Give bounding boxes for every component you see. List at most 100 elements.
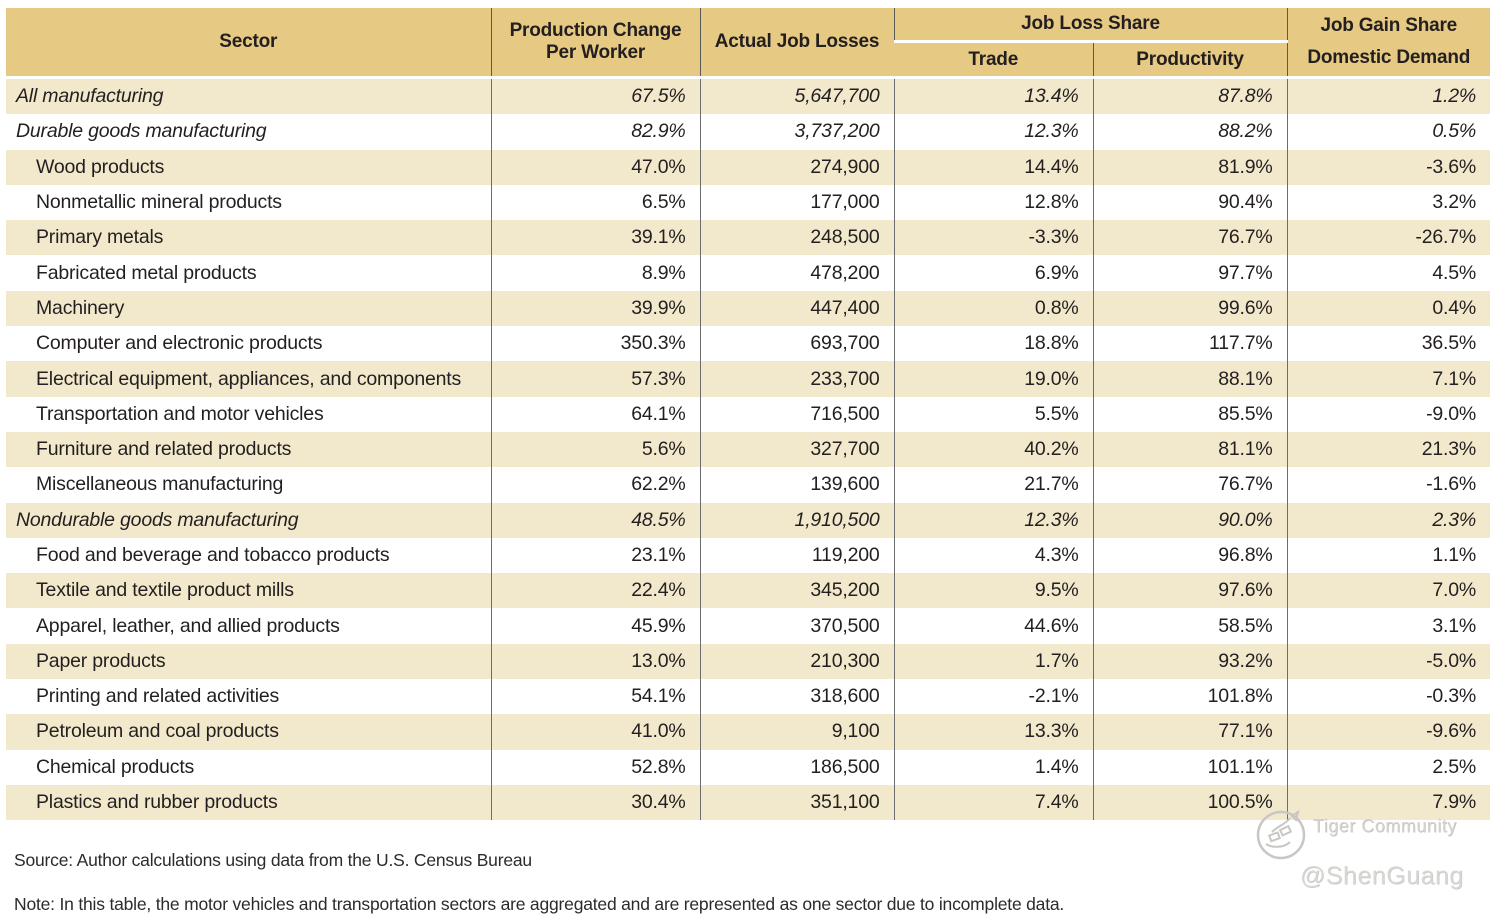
table-row: Paper products 13.0% 210,300 1.7% 93.2% -5.0% [6,643,1491,680]
cell-sector: Nonmetallic mineral products [6,184,491,221]
cell-trade: -2.1% [893,679,1093,715]
table-row: Petroleum and coal products 41.0% 9,100 13.… [6,714,1491,750]
cell-job-losses: 119,200 [699,537,894,574]
cell-trade: 12.8% [893,184,1093,221]
column-header-sector-label: Sector [219,31,278,52]
table-row: Nonmetallic mineral products 6.5% 177,000 1… [6,184,1491,221]
cell-productivity: 90.4% [1092,184,1288,221]
cell-production-change: 57.3% [490,361,700,397]
table-body: All manufacturing 67.5% 5,647,700 13.4% 87.8… [6,77,1491,821]
cell-domestic-demand: 1.2% [1286,77,1491,115]
cell-job-losses: 716,500 [699,396,894,432]
cell-sector: All manufacturing [6,77,491,115]
cell-production-change: 62.2% [490,467,700,503]
cell-trade: 7.4% [893,784,1093,821]
cell-trade: 21.7% [893,467,1093,503]
cell-production-change: 54.1% [490,679,700,715]
cell-job-losses: 327,700 [699,431,894,468]
column-header-job-loss-share: Job Loss Share [893,8,1288,43]
cell-sector: Computer and electronic products [6,326,491,362]
cell-trade: 1.4% [893,749,1093,785]
table-row: Textile and textile product mills 22.4% 34… [6,573,1491,609]
table-row: Nondurable goods manufacturing 48.5% 1,910… [6,502,1491,538]
column-header-sector: Sector [6,8,491,79]
cell-job-losses: 345,200 [699,573,894,609]
cell-trade: 1.7% [893,643,1093,680]
column-header-production-line2: Per Worker [545,42,646,63]
cell-productivity: 81.1% [1092,431,1288,468]
column-header-domestic-demand-label: Domestic Demand [1307,47,1471,68]
cell-trade: 6.9% [893,255,1093,291]
column-header-job-gain-share: Job Gain Share Domestic Demand [1286,8,1491,79]
cell-productivity: 76.7% [1092,220,1288,256]
cell-production-change: 5.6% [490,431,700,468]
cell-sector: Apparel, leather, and allied products [6,608,491,644]
cell-trade: 18.8% [893,326,1093,362]
cell-sector: Nondurable goods manufacturing [6,502,491,538]
table-row: Chemical products 52.8% 186,500 1.4% 101.1% 2… [6,749,1491,785]
cell-productivity: 85.5% [1092,396,1288,432]
cell-job-losses: 186,500 [699,749,894,785]
table-row: Machinery 39.9% 447,400 0.8% 99.6% 0.4% [6,290,1491,327]
table-row: Food and beverage and tobacco products 23… [6,537,1491,574]
table-row: Miscellaneous manufacturing 62.2% 139,600 2… [6,467,1491,503]
column-header-job-gain-share-label: Job Gain Share [1320,14,1458,36]
cell-productivity: 88.1% [1092,361,1288,397]
table-row: Wood products 47.0% 274,900 14.4% 81.9% -3.6% [6,149,1491,185]
cell-job-losses: 248,500 [699,220,894,256]
cell-job-losses: 318,600 [699,679,894,715]
cell-production-change: 13.0% [490,643,700,680]
cell-trade: 9.5% [893,573,1093,609]
table-row: Apparel, leather, and allied products 45.… [6,608,1491,644]
cell-productivity: 97.7% [1092,255,1288,291]
cell-job-losses: 177,000 [699,184,894,221]
cell-sector: Transportation and motor vehicles [6,396,491,432]
cell-productivity: 97.6% [1092,573,1288,609]
table-header: Sector Production Change Per Worker Actu… [6,8,1491,79]
cell-productivity: 96.8% [1092,537,1288,574]
cell-productivity: 77.1% [1092,714,1288,750]
table-row: Transportation and motor vehicles 64.1% 71… [6,396,1491,432]
cell-trade: 14.4% [893,149,1093,185]
cell-trade: 44.6% [893,608,1093,644]
cell-domestic-demand: -5.0% [1286,643,1491,680]
table-row: Computer and electronic products 350.3% 69… [6,326,1491,362]
cell-productivity: 117.7% [1092,326,1288,362]
column-header-job-losses: Actual Job Losses [699,8,894,79]
cell-sector: Paper products [6,643,491,680]
table-row: Printing and related activities 54.1% 318,… [6,679,1491,715]
cell-job-losses: 210,300 [699,643,894,680]
cell-domestic-demand: 3.1% [1286,608,1491,644]
cell-productivity: 99.6% [1092,290,1288,327]
cell-job-losses: 9,100 [699,714,894,750]
table-row: Fabricated metal products 8.9% 478,200 6.9%… [6,255,1491,291]
cell-sector: Textile and textile product mills [6,573,491,609]
cell-trade: 40.2% [893,431,1093,468]
cell-trade: 12.3% [893,502,1093,538]
table-row: Furniture and related products 5.6% 327,70… [6,431,1491,468]
cell-production-change: 8.9% [490,255,700,291]
cell-sector: Electrical equipment, appliances, and co… [6,361,491,397]
cell-job-losses: 3,737,200 [699,114,894,150]
cell-production-change: 82.9% [490,114,700,150]
cell-production-change: 52.8% [490,749,700,785]
cell-sector: Miscellaneous manufacturing [6,467,491,503]
cell-production-change: 48.5% [490,502,700,538]
cell-trade: 4.3% [893,537,1093,574]
cell-productivity: 101.8% [1092,679,1288,715]
column-header-productivity: Productivity [1092,41,1288,79]
cell-domestic-demand: 7.0% [1286,573,1491,609]
cell-production-change: 45.9% [490,608,700,644]
cell-job-losses: 233,700 [699,361,894,397]
cell-domestic-demand: 0.4% [1286,290,1491,327]
cell-job-losses: 139,600 [699,467,894,503]
cell-trade: 19.0% [893,361,1093,397]
data-note: Note: In this table, the motor vehicles … [14,894,1065,914]
cell-trade: 13.3% [893,714,1093,750]
cell-sector: Wood products [6,149,491,185]
cell-productivity: 58.5% [1092,608,1288,644]
cell-sector: Petroleum and coal products [6,714,491,750]
column-header-job-loss-share-label: Job Loss Share [1021,13,1160,34]
cell-production-change: 30.4% [490,784,700,821]
cell-productivity: 101.1% [1092,749,1288,785]
